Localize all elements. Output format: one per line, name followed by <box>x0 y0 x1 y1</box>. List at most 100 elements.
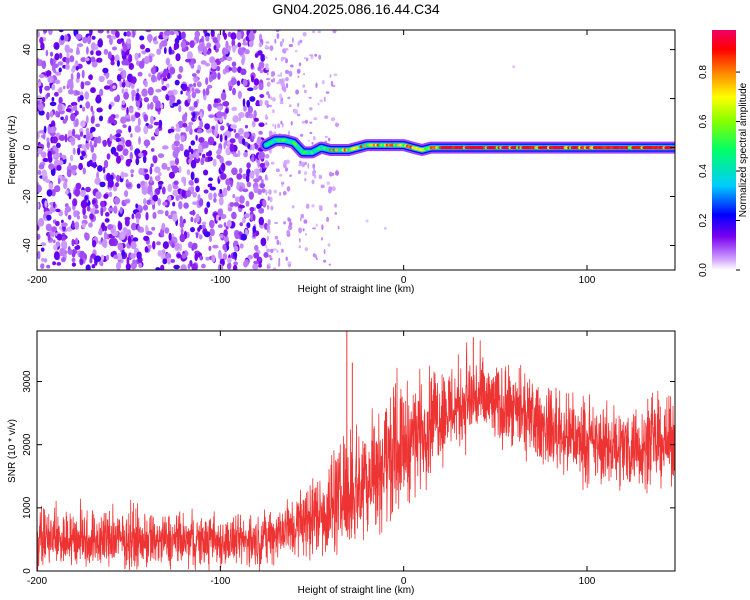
noise-blob <box>231 66 238 73</box>
noise-blob <box>69 137 76 142</box>
noise-blob <box>205 35 210 42</box>
noise-blob <box>82 167 87 175</box>
noise-blob <box>116 129 123 135</box>
noise-blob <box>238 204 245 209</box>
noise-blob <box>112 46 117 51</box>
noise-blob <box>103 48 109 55</box>
noise-blob <box>55 220 60 227</box>
noise-blob <box>70 113 76 122</box>
noise-blob <box>229 138 236 144</box>
noise-blob <box>224 48 229 55</box>
noise-blob <box>107 179 114 188</box>
noise-blob <box>98 75 105 83</box>
noise-blob <box>279 93 283 100</box>
noise-blob <box>328 186 333 190</box>
snr-y-label: SNR (10 * v/v) <box>7 419 18 483</box>
noise-blob <box>154 128 160 136</box>
noise-blob <box>84 232 89 240</box>
noise-blob <box>301 120 306 124</box>
noise-blob <box>84 81 91 86</box>
noise-blob <box>76 43 84 48</box>
noise-blob <box>122 148 129 156</box>
noise-blob <box>231 106 238 112</box>
noise-blob <box>106 30 110 34</box>
noise-blob <box>272 109 275 114</box>
noise-blob <box>302 161 305 167</box>
noise-blob <box>234 196 240 203</box>
noise-blob <box>268 263 272 266</box>
noise-blob <box>38 130 45 134</box>
noise-blob <box>185 58 192 63</box>
noise-blob <box>265 154 270 159</box>
noise-blob <box>64 206 72 213</box>
noise-blob <box>189 40 195 48</box>
noise-blob <box>125 183 132 188</box>
noise-blob <box>174 133 181 142</box>
noise-blob <box>268 228 271 234</box>
noise-blob <box>258 151 265 160</box>
noise-blob <box>272 77 276 83</box>
noise-blob <box>173 180 179 186</box>
noise-blob <box>125 159 131 167</box>
noise-blob <box>54 79 61 85</box>
noise-blob <box>144 56 150 65</box>
snr-y-ticks: 0 1000 2000 3000 <box>22 370 675 574</box>
noise-blob <box>206 50 211 55</box>
noise-blob <box>198 147 204 154</box>
noise-blob <box>283 221 286 225</box>
spectrogram-y-tick-label: -40 <box>22 238 33 253</box>
noise-blob <box>239 243 244 249</box>
noise-blob <box>158 186 162 190</box>
noise-blob <box>65 190 69 195</box>
noise-blob <box>178 105 182 113</box>
noise-blob <box>304 161 307 165</box>
noise-blob <box>98 115 104 122</box>
noise-blob <box>265 122 268 125</box>
noise-blob <box>258 122 265 127</box>
noise-blob <box>266 91 270 96</box>
noise-blob <box>187 241 193 249</box>
noise-blob <box>211 125 216 130</box>
noise-blob <box>217 147 222 155</box>
noise-blob <box>157 197 161 206</box>
snr-series <box>37 331 675 571</box>
noise-blob <box>150 148 155 152</box>
noise-blob <box>207 156 211 162</box>
noise-blob <box>102 67 109 74</box>
noise-blob <box>285 77 289 82</box>
noise-blob <box>268 254 272 258</box>
noise-blob <box>85 264 91 270</box>
noise-blob <box>38 163 45 170</box>
noise-blob <box>116 155 121 164</box>
noise-blob <box>223 235 229 243</box>
noise-blob <box>289 221 292 227</box>
noise-blob <box>294 49 298 53</box>
noise-blob <box>324 135 328 138</box>
noise-blob <box>208 192 213 201</box>
noise-blob <box>46 264 51 269</box>
noise-blob <box>149 176 153 184</box>
noise-blob <box>237 149 241 158</box>
spectrogram-x-label: Height of straight line (km) <box>298 284 415 295</box>
noise-blob <box>172 189 179 197</box>
noise-blob <box>116 174 121 182</box>
noise-blob <box>147 86 154 96</box>
noise-blob <box>145 30 152 33</box>
noise-blob <box>95 43 99 51</box>
noise-blob <box>321 224 324 231</box>
noise-blob <box>196 69 201 74</box>
noise-blob <box>268 189 272 195</box>
noise-blob <box>173 45 177 51</box>
noise-blob <box>56 241 60 248</box>
colorbar-tick-label: 0.2 <box>698 213 709 227</box>
noise-blob <box>183 218 186 224</box>
noise-blob <box>305 233 307 236</box>
noise-blob <box>123 43 128 53</box>
noise-blob <box>228 67 233 71</box>
noise-blob <box>107 207 115 212</box>
noise-blob <box>311 141 314 145</box>
noise-blob <box>141 50 147 55</box>
noise-blob <box>107 51 112 60</box>
noise-blob <box>190 148 194 155</box>
noise-blob <box>172 102 179 107</box>
